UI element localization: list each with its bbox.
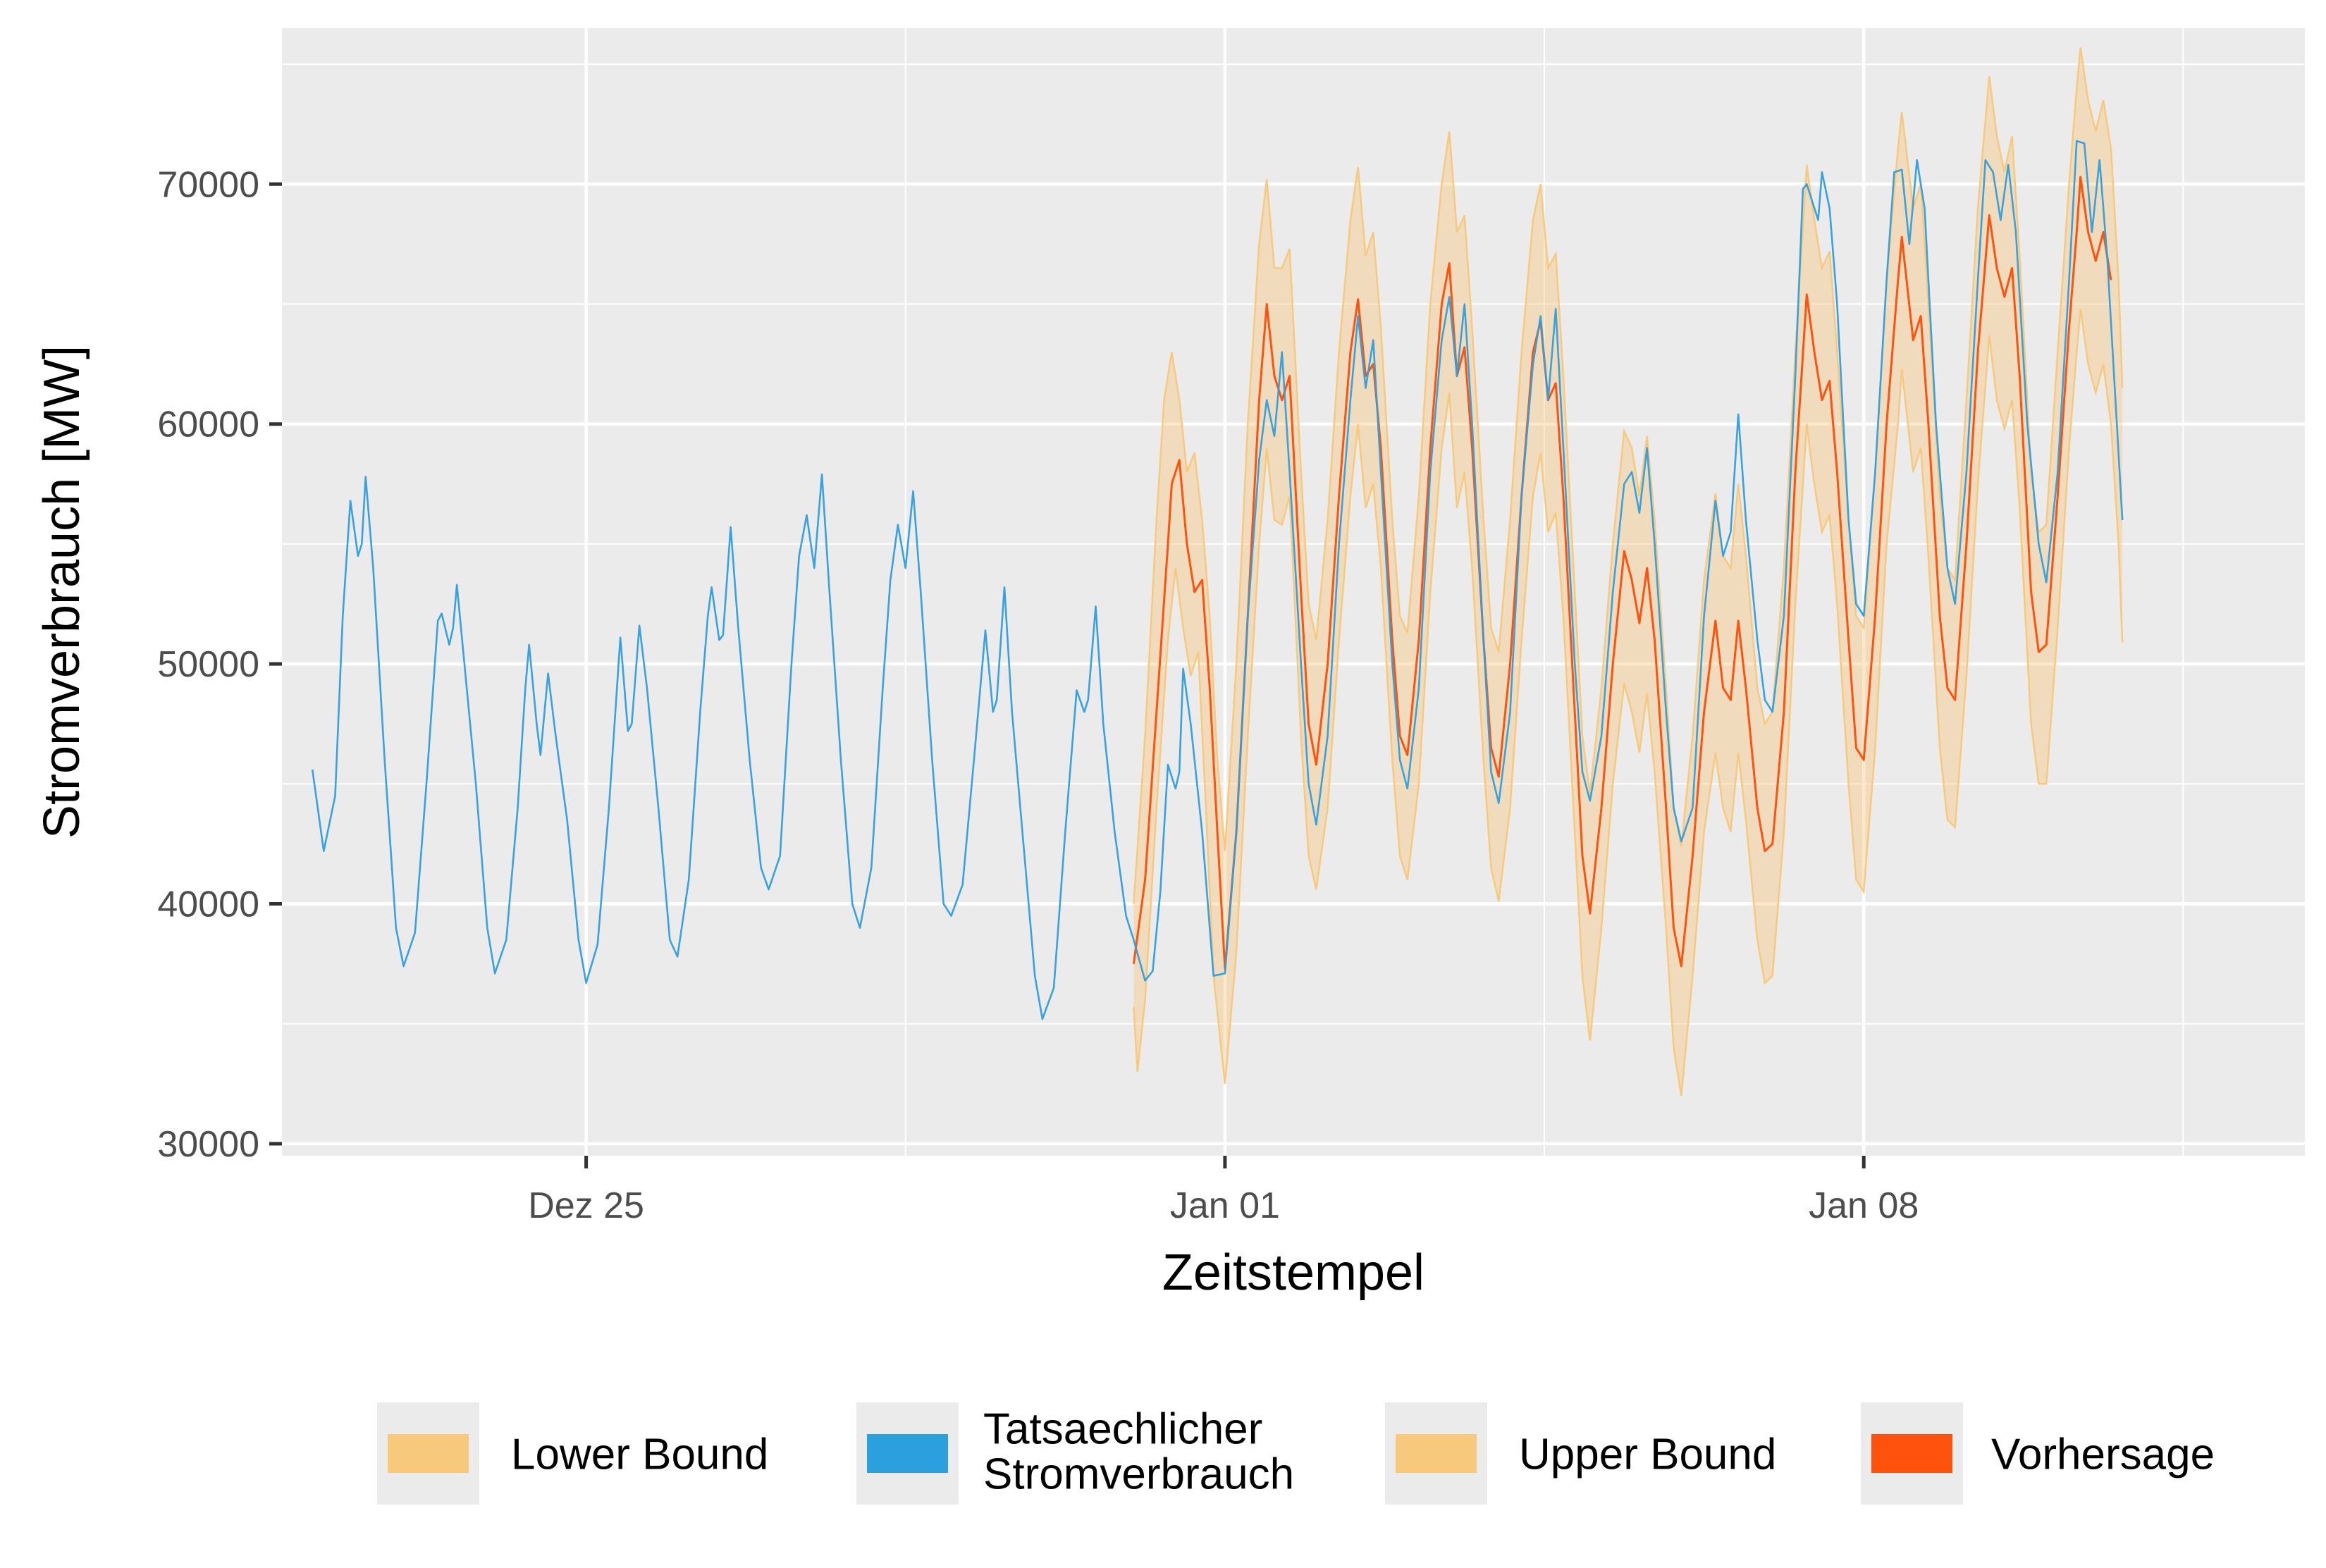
prediction-band — [1133, 47, 2124, 1097]
legend-label: Upper Bound — [1519, 1431, 1776, 1479]
legend-label-line: Lower Bound — [511, 1431, 768, 1479]
x-tick-label: Jan 01 — [1170, 1185, 1280, 1226]
legend-swatch — [388, 1434, 469, 1473]
lower-bound-line — [1133, 309, 2124, 1097]
legend-label-line: Vorhersage — [1991, 1431, 2215, 1479]
legend: Lower Bound Tatsaechlicher Stromverbrauch U… — [377, 1402, 2215, 1505]
x-axis-title: Zeitstempel — [1162, 1245, 1424, 1301]
legend-label: Tatsaechlicher Stromverbrauch — [983, 1405, 1294, 1499]
legend-label: Vorhersage — [1991, 1431, 2215, 1479]
x-axis: Dez 25 Jan 01 Jan 08 — [528, 1156, 1919, 1226]
x-tick-label: Jan 08 — [1809, 1185, 1919, 1226]
legend-swatch — [1871, 1434, 1952, 1473]
x-tick-label: Dez 25 — [528, 1185, 644, 1226]
y-axis: 30000 40000 50000 60000 70000 — [157, 164, 282, 1165]
series-lines — [311, 140, 2124, 1020]
legend-label-line: Tatsaechlicher — [983, 1405, 1262, 1454]
y-tick-label: 60000 — [157, 405, 259, 445]
forecast-line — [1132, 175, 2112, 970]
legend-swatch — [867, 1434, 948, 1473]
y-axis-title: Stromverbrauch [MW] — [34, 345, 90, 839]
band-fill — [1133, 47, 2123, 1096]
legend-label: Lower Bound — [511, 1431, 768, 1479]
legend-swatch — [1396, 1434, 1477, 1473]
upper-bound-line — [1133, 47, 2124, 904]
legend-label-line: Stromverbrauch — [983, 1450, 1294, 1499]
y-tick-label: 50000 — [157, 644, 259, 685]
y-tick-label: 30000 — [157, 1124, 259, 1165]
legend-label-line: Upper Bound — [1519, 1431, 1776, 1479]
actual-consumption-line — [311, 140, 2124, 1020]
y-tick-label: 40000 — [157, 884, 259, 925]
y-tick-label: 70000 — [157, 164, 259, 205]
